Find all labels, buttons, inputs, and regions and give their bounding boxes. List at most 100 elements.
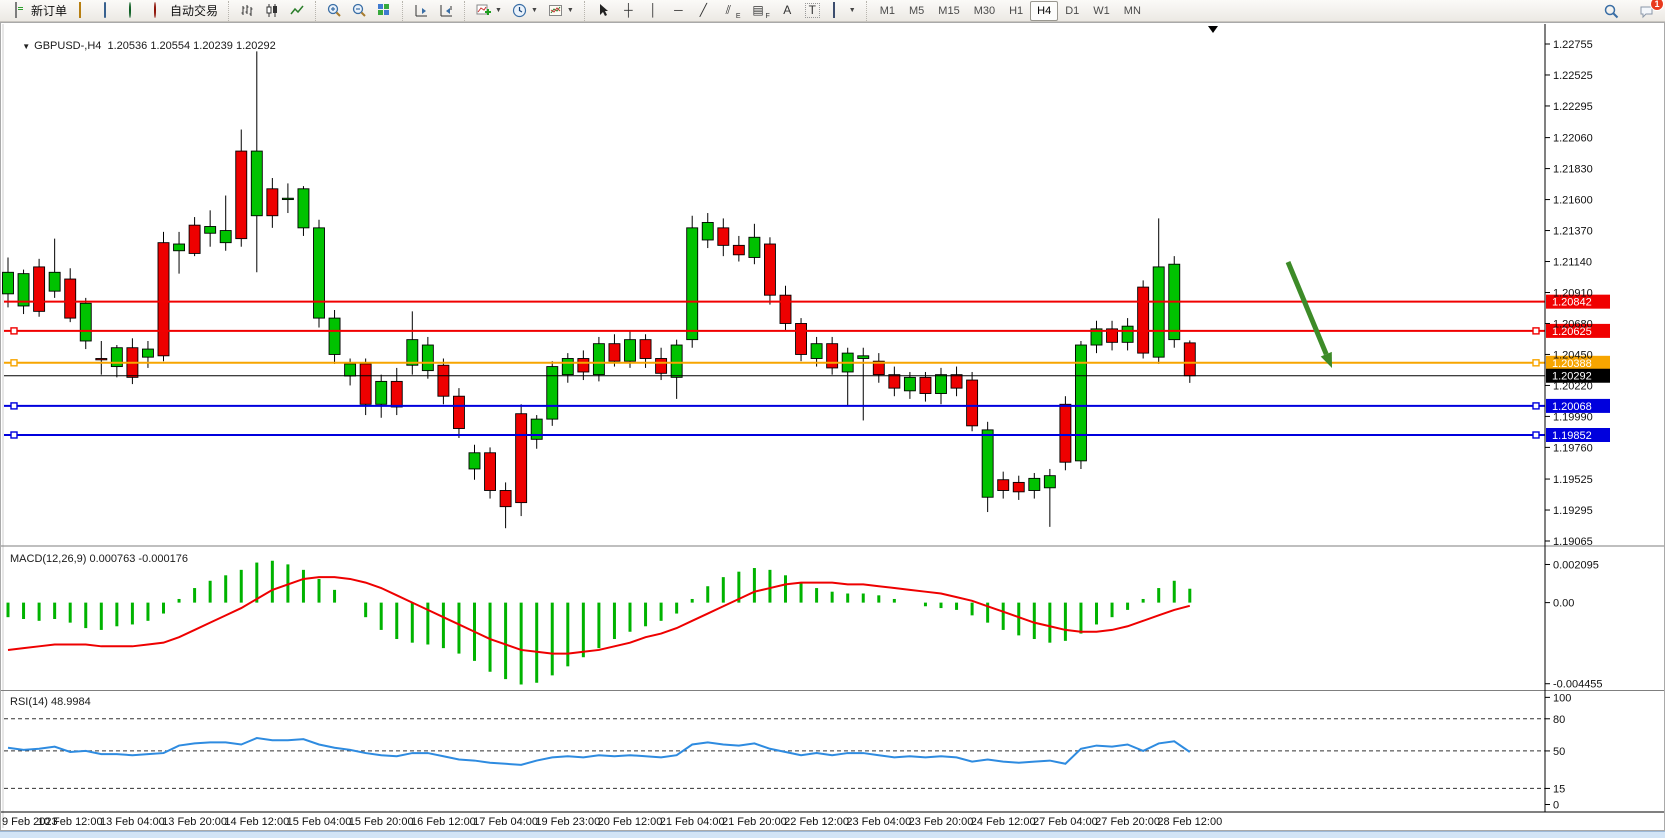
- tile-windows-button[interactable]: [372, 0, 397, 22]
- candle-bull: [686, 227, 699, 341]
- auto-scroll-icon: [415, 5, 428, 17]
- hline-1.20842[interactable]: 1.20842: [4, 294, 1610, 309]
- trendline-tool-button[interactable]: ╱: [691, 0, 716, 22]
- chart-window: 1.20842 1.20625 1.20388 1.20068 1.19852 1.202…: [0, 22, 1665, 831]
- tab-timeframe-w1[interactable]: W1: [1093, 4, 1110, 17]
- line-handle[interactable]: [1532, 402, 1540, 410]
- rsi-axis-label: 15: [1553, 783, 1565, 795]
- candle-bear: [608, 343, 621, 362]
- tab-timeframe-mn[interactable]: MN: [1123, 4, 1141, 17]
- symbol-dropdown-icon[interactable]: ▼: [22, 42, 31, 51]
- candle-bear: [33, 266, 46, 312]
- line-handle[interactable]: [1532, 327, 1540, 335]
- arrows-tool-button[interactable]: ▼: [825, 0, 861, 22]
- tab-timeframe-d1[interactable]: D1: [1065, 4, 1080, 17]
- hline-1.20068[interactable]: 1.20068: [4, 398, 1610, 413]
- price-chart-canvas[interactable]: 1.20842 1.20625 1.20388 1.20068 1.19852 1.202…: [0, 22, 1665, 832]
- arrows-tool-icon: [832, 2, 835, 18]
- indicators-button[interactable]: ▼: [471, 0, 507, 22]
- candle-bear: [577, 358, 590, 373]
- crosshair-tool-button[interactable]: ┼: [616, 0, 641, 22]
- candle-bull: [624, 339, 636, 362]
- date-axis-label: 20 Feb 12:00: [598, 816, 663, 828]
- horizontal-line-tool-button[interactable]: ─: [666, 0, 691, 22]
- candle-bull: [546, 366, 559, 420]
- macd-signal-line: [7, 576, 1191, 655]
- auto-scroll-button[interactable]: [409, 0, 434, 22]
- line-chart-button[interactable]: [285, 0, 310, 22]
- hline-1.20625[interactable]: 1.20625: [4, 323, 1610, 338]
- line-handle[interactable]: [10, 327, 18, 335]
- fibonacci-tool-button[interactable]: ▤ F: [746, 0, 775, 22]
- tab-timeframe-h4[interactable]: H4: [1030, 0, 1059, 21]
- cursor-tool-button[interactable]: [591, 0, 616, 22]
- metaeditor-diamond-icon: [79, 2, 82, 18]
- candle-bull: [141, 348, 154, 358]
- candle-bull: [173, 243, 186, 252]
- line-handle[interactable]: [1532, 431, 1540, 439]
- candle-bull: [313, 227, 325, 319]
- zoom-in-button[interactable]: [322, 0, 347, 22]
- notifications-button[interactable]: 1: [1634, 0, 1664, 22]
- candle-bull: [903, 376, 916, 392]
- tab-timeframe-h1[interactable]: H1: [1009, 4, 1024, 17]
- line-handle[interactable]: [10, 431, 18, 439]
- tab-timeframe-m30[interactable]: M30: [973, 4, 996, 17]
- tab-timeframe-m1[interactable]: M1: [879, 4, 896, 17]
- zoom-out-button[interactable]: [347, 0, 372, 22]
- strategy-tester-button[interactable]: [122, 0, 147, 22]
- candlestick-chart-button[interactable]: [260, 0, 285, 22]
- date-axis-label: 13 Feb 20:00: [162, 816, 227, 828]
- candle-bear: [359, 363, 372, 405]
- date-axis-label: 13 Feb 04:00: [100, 816, 165, 828]
- rsi-axis-label: 50: [1553, 746, 1565, 758]
- rsi-axis-label: 80: [1553, 714, 1565, 726]
- candle-bull: [670, 344, 683, 378]
- metaeditor-button[interactable]: [72, 0, 97, 22]
- terminal-icon: [104, 2, 107, 18]
- bar-chart-button[interactable]: [235, 0, 260, 22]
- hline-1.20388[interactable]: 1.20388: [4, 355, 1610, 370]
- price-flag: [1546, 323, 1610, 338]
- candle-bear: [655, 358, 668, 374]
- candle-bear: [484, 452, 496, 491]
- templates-button[interactable]: ▼: [543, 0, 579, 22]
- annotation-arrow[interactable]: [1285, 261, 1332, 368]
- line-handle[interactable]: [1532, 359, 1540, 367]
- periods-button[interactable]: ▼: [507, 0, 543, 22]
- candle-bull: [250, 150, 263, 217]
- price-axis-label: 1.22295: [1553, 101, 1593, 113]
- price-axis-label: 1.19295: [1553, 505, 1593, 517]
- new-order-button[interactable]: 新订单: [8, 0, 72, 22]
- candle-bear: [453, 395, 465, 429]
- macd-axis-label: 0.002095: [1553, 559, 1599, 571]
- tab-timeframe-m5[interactable]: M5: [909, 4, 925, 17]
- candle-bull: [406, 339, 419, 366]
- price-flag: [1546, 398, 1610, 413]
- price-flag: [1546, 428, 1610, 443]
- line-handle[interactable]: [10, 359, 18, 367]
- price-axis-label: 1.19760: [1553, 442, 1593, 454]
- candle-bull: [748, 236, 761, 258]
- candle-bear: [1137, 286, 1150, 354]
- candle-bull: [1028, 477, 1041, 491]
- search-button[interactable]: [1599, 0, 1624, 22]
- terminal-button[interactable]: [97, 0, 122, 22]
- candle-bear: [515, 413, 528, 504]
- price-flag: [1546, 294, 1610, 309]
- hline-1.19852[interactable]: 1.19852: [4, 428, 1610, 443]
- chart-shift-icon: [440, 5, 453, 17]
- text-tool-button[interactable]: A: [775, 0, 800, 22]
- sonar-icon: [129, 2, 132, 18]
- chart-shift-button[interactable]: [434, 0, 459, 22]
- text-label-tool-button[interactable]: T: [800, 0, 825, 22]
- channel-suffix-label: E: [735, 12, 741, 20]
- date-axis-label: 22 Feb 12:00: [784, 816, 849, 828]
- line-handle[interactable]: [10, 402, 18, 410]
- autotrading-button[interactable]: 自动交易: [147, 0, 223, 22]
- candle-bear: [266, 188, 279, 217]
- vertical-line-tool-button[interactable]: │: [641, 0, 666, 22]
- tab-timeframe-m15[interactable]: M15: [938, 4, 960, 17]
- equidistant-channel-tool-button[interactable]: ⫽ E: [716, 0, 746, 22]
- date-axis-label: 17 Feb 04:00: [473, 816, 538, 828]
